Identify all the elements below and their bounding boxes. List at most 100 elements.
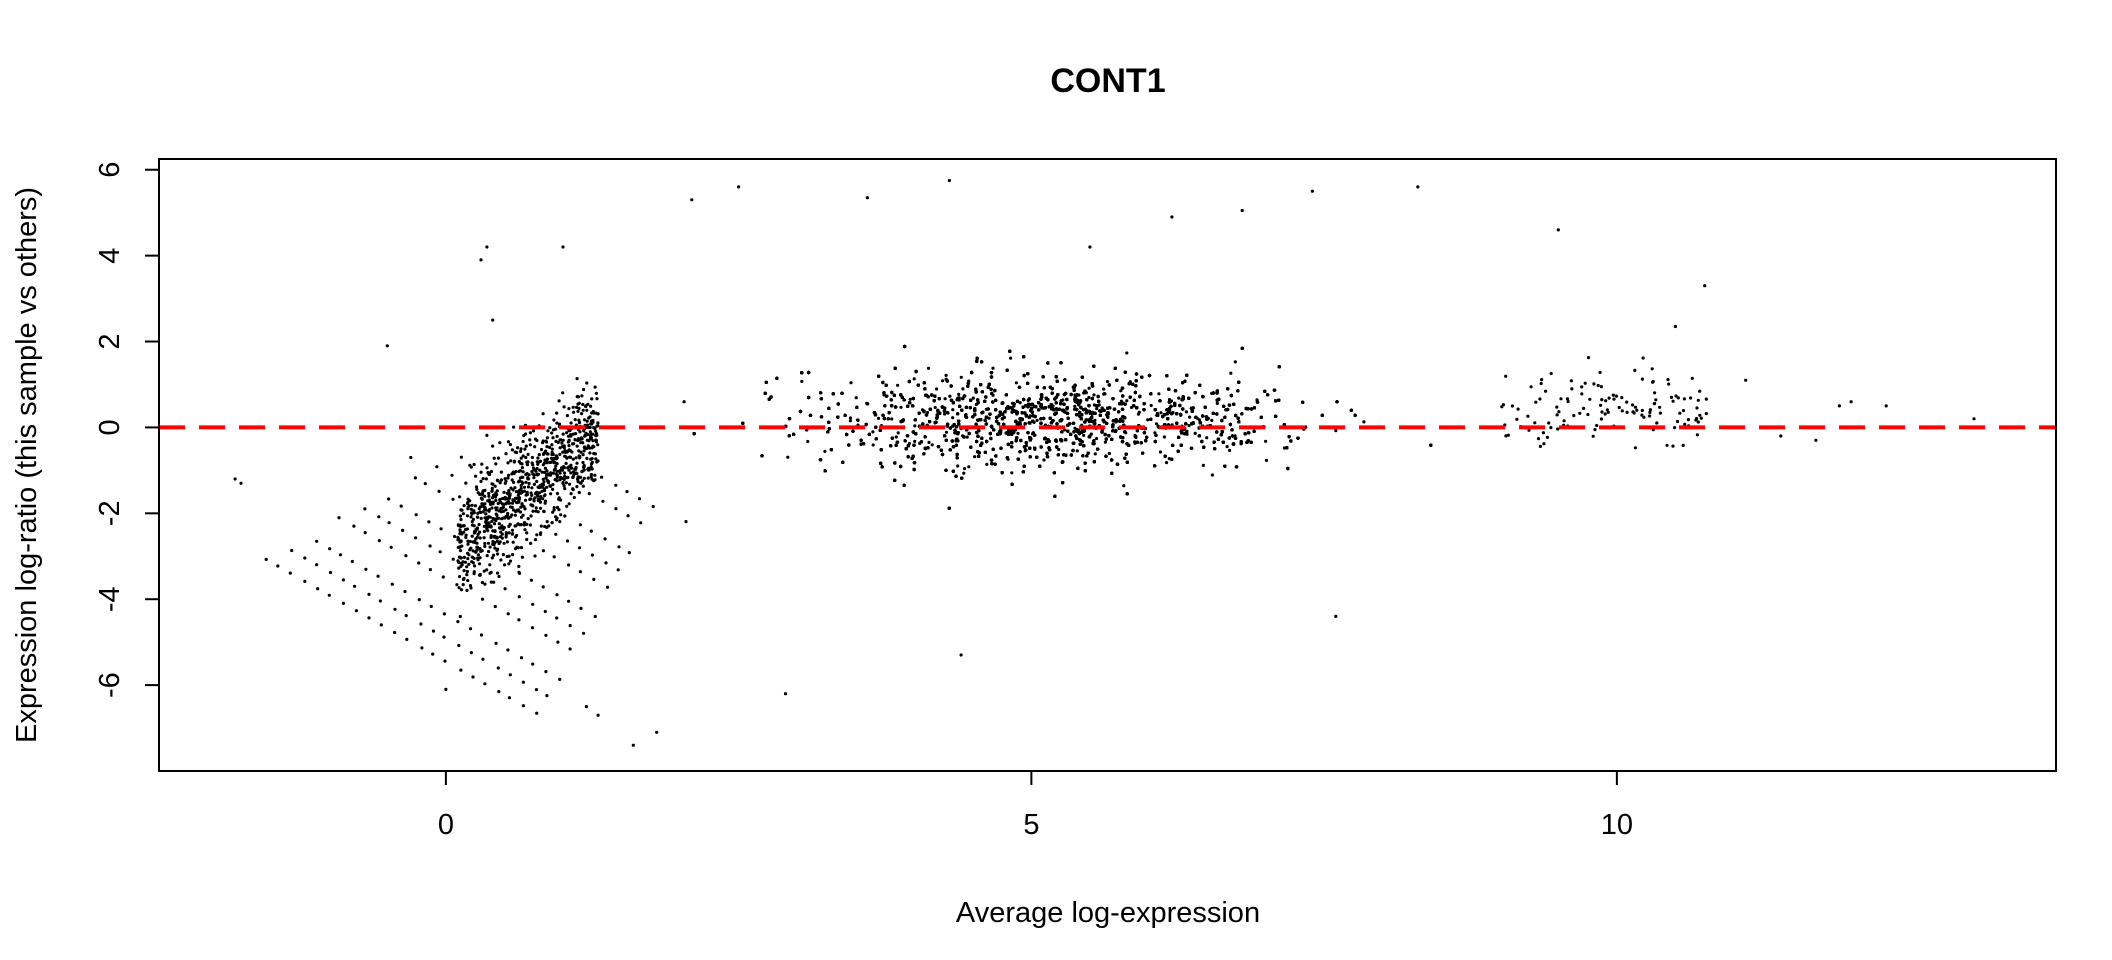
data-point (1153, 431, 1157, 435)
data-point (912, 377, 916, 381)
data-point (896, 383, 900, 387)
data-point (933, 405, 937, 410)
data-point (890, 417, 894, 421)
data-point (962, 467, 967, 471)
data-point (1073, 404, 1077, 408)
data-point (985, 462, 989, 466)
data-point (1125, 399, 1129, 403)
data-point (1137, 410, 1141, 414)
data-point (876, 416, 881, 420)
data-point (786, 455, 790, 459)
points-layer (233, 178, 1976, 747)
data-point (1075, 449, 1079, 453)
data-point (973, 455, 977, 459)
data-point (926, 366, 931, 370)
data-point (1362, 420, 1366, 424)
data-point (962, 471, 966, 475)
data-point (913, 439, 917, 443)
data-point (956, 464, 960, 468)
data-point (1185, 432, 1189, 436)
data-point (925, 410, 930, 415)
data-point (823, 449, 827, 453)
data-point (1014, 381, 1019, 385)
data-point (1188, 415, 1192, 419)
data-point (961, 387, 965, 391)
data-point (1233, 360, 1237, 364)
data-point (1264, 458, 1269, 462)
data-point (1095, 436, 1099, 441)
data-point (1089, 432, 1093, 436)
data-point (1215, 401, 1219, 405)
data-point (800, 379, 804, 383)
data-point (1282, 446, 1286, 450)
data-point (941, 379, 945, 383)
data-point (951, 408, 955, 412)
data-point (1162, 435, 1166, 439)
data-point (848, 416, 853, 420)
data-point (1146, 418, 1150, 422)
data-point (1210, 473, 1214, 477)
data-point (930, 443, 934, 447)
data-point (1233, 434, 1237, 438)
data-point (1159, 411, 1163, 415)
data-point (1009, 356, 1013, 360)
data-point (849, 381, 853, 385)
data-point (1087, 395, 1091, 400)
data-point (1210, 418, 1214, 422)
data-point (871, 443, 875, 447)
data-point (935, 387, 939, 391)
data-point (1177, 396, 1181, 400)
data-point (854, 396, 858, 400)
data-point (951, 416, 955, 420)
data-point (1197, 418, 1201, 422)
data-point (1010, 471, 1014, 475)
data-point (871, 430, 875, 434)
data-point (1107, 451, 1111, 456)
data-point (896, 431, 900, 435)
data-point (1187, 424, 1191, 428)
data-point (1095, 407, 1099, 411)
data-point (899, 405, 903, 409)
data-point (848, 419, 853, 423)
data-point (1225, 445, 1229, 449)
data-point (1125, 351, 1129, 355)
data-point (1102, 387, 1106, 391)
data-point (957, 392, 961, 396)
data-point (682, 400, 686, 404)
data-point (1158, 450, 1163, 454)
data-point (1228, 448, 1232, 452)
data-point (684, 520, 688, 524)
data-point (1093, 452, 1097, 456)
data-point (1093, 418, 1097, 422)
data-point (1057, 447, 1061, 452)
data-point (1229, 371, 1233, 375)
data-point (944, 373, 948, 377)
data-point (894, 435, 898, 439)
data-point (1082, 433, 1086, 437)
data-point (1087, 420, 1091, 424)
data-point (944, 430, 949, 434)
data-point (943, 412, 947, 416)
data-point (1103, 440, 1107, 444)
data-point (943, 397, 947, 401)
data-point (1149, 403, 1153, 408)
data-point (959, 375, 963, 379)
data-point (991, 366, 995, 370)
data-point (1164, 461, 1169, 465)
data-point (965, 435, 969, 439)
data-point (1035, 418, 1039, 422)
data-point (1012, 404, 1016, 408)
data-point (1264, 439, 1268, 443)
data-point (1157, 392, 1161, 396)
data-point (1154, 422, 1159, 426)
data-point (1092, 393, 1096, 397)
data-point (1087, 386, 1091, 390)
data-point (1205, 436, 1209, 440)
data-point (908, 397, 912, 401)
data-point (1193, 431, 1197, 435)
data-point (948, 394, 952, 398)
data-point (971, 396, 975, 400)
data-point (1167, 457, 1171, 461)
data-point (1042, 458, 1046, 462)
